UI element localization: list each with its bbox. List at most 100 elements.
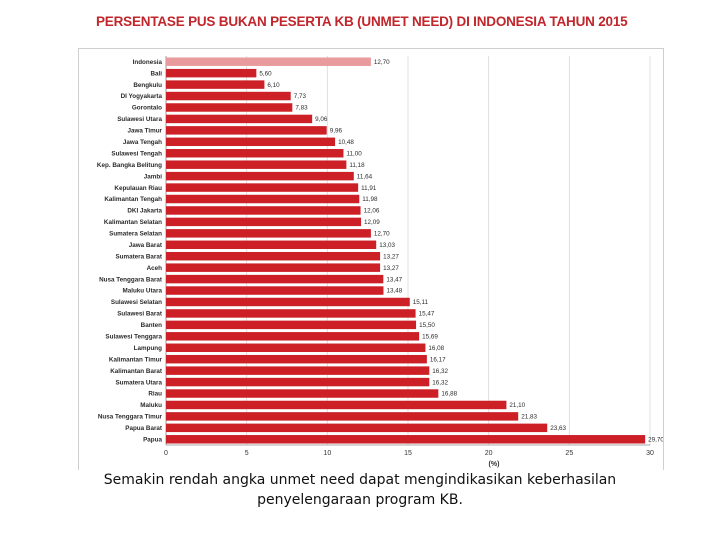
category-label-25: Lampung — [134, 345, 162, 352]
x-tick-label-1: 5 — [245, 450, 249, 457]
bar-30 — [166, 400, 507, 410]
category-label-31: Nusa Tenggara Timur — [98, 414, 163, 421]
category-label-3: DI Yogyakarta — [121, 93, 163, 100]
bar-3 — [166, 91, 291, 101]
bar-31 — [166, 412, 519, 421]
value-label-21: 15,11 — [413, 299, 429, 306]
category-label-0: Indonesia — [133, 59, 163, 66]
bar-11 — [166, 183, 359, 192]
bar-15 — [166, 229, 371, 238]
bar-21 — [166, 297, 410, 307]
value-label-12: 11,98 — [362, 196, 378, 203]
value-label-14: 12,09 — [364, 219, 380, 226]
category-label-9: Kep. Bangka Belitung — [97, 162, 162, 169]
value-label-1: 5,60 — [259, 70, 272, 77]
slide-title: PERSENTASE PUS BUKAN PESERTA KB (UNMET N… — [96, 14, 628, 29]
category-label-11: Kepulauan Riau — [114, 185, 162, 192]
bar-0 — [166, 57, 371, 66]
category-label-7: Jawa Tengah — [123, 139, 162, 146]
category-label-21: Sulawesi Selatan — [111, 299, 162, 306]
bar-16 — [166, 240, 377, 250]
chart-frame: Indonesia 12,70 Bali 5,60 Bengkulu 6,10 DI Yog… — [78, 48, 664, 472]
caption: Semakin rendah angka unmet need dapat me… — [56, 470, 664, 518]
category-label-6: Jawa Timur — [127, 128, 162, 135]
category-label-4: Gorontalo — [132, 105, 162, 112]
value-label-19: 13,47 — [386, 276, 402, 283]
category-label-27: Kalimantan Barat — [110, 368, 163, 375]
caption-line-2: penyelengaraan program KB. — [257, 492, 463, 508]
bar-6 — [166, 126, 327, 135]
category-label-19: Nusa Tenggara Barat — [99, 276, 163, 283]
category-label-23: Banten — [141, 322, 162, 329]
bar-13 — [166, 206, 361, 215]
value-label-2: 6,10 — [267, 82, 280, 89]
value-label-7: 10,48 — [338, 139, 354, 146]
bar-19 — [166, 274, 384, 284]
value-label-9: 11,18 — [349, 162, 365, 169]
value-label-26: 16,17 — [430, 356, 446, 363]
x-tick-label-2: 10 — [323, 450, 331, 457]
category-label-8: Sulawesi Tengah — [111, 150, 162, 157]
category-label-20: Maluku Utara — [122, 288, 162, 295]
category-label-18: Aceh — [147, 265, 163, 272]
x-tick-label-4: 20 — [485, 450, 493, 457]
x-tick-label-6: 30 — [646, 450, 654, 457]
category-label-33: Papua — [143, 436, 162, 443]
value-label-17: 13,27 — [383, 253, 399, 260]
bar-28 — [166, 377, 430, 387]
value-label-5: 9,06 — [315, 116, 328, 123]
category-label-16: Jawa Barat — [129, 242, 163, 249]
category-label-5: Sulawesi Utara — [117, 116, 162, 123]
bar-23 — [166, 320, 417, 330]
bar-17 — [166, 251, 381, 261]
bar-2 — [166, 80, 265, 89]
bar-22 — [166, 309, 416, 318]
x-axis-label: (%) — [489, 461, 500, 468]
value-label-20: 13,48 — [386, 288, 402, 295]
value-label-8: 11,00 — [346, 150, 362, 157]
category-label-30: Maluku — [140, 402, 162, 409]
bar-27 — [166, 366, 430, 375]
category-label-10: Jambi — [144, 173, 162, 180]
bar-32 — [166, 423, 548, 433]
x-tick-label-5: 25 — [565, 450, 573, 457]
category-label-29: Riau — [148, 391, 162, 398]
value-label-25: 16,08 — [428, 345, 444, 352]
bar-7 — [166, 137, 336, 147]
value-label-24: 15,69 — [422, 334, 438, 341]
category-label-2: Bengkulu — [133, 82, 162, 89]
category-label-1: Bali — [150, 70, 162, 77]
bar-4 — [166, 103, 293, 112]
caption-line-1: Semakin rendah angka unmet need dapat me… — [103, 472, 617, 488]
value-label-4: 7,83 — [295, 105, 308, 112]
bar-9 — [166, 160, 347, 169]
value-label-10: 11,64 — [357, 173, 373, 180]
bar-1 — [166, 68, 257, 78]
bar-33 — [166, 435, 646, 444]
value-label-31: 21,83 — [521, 414, 537, 421]
bar-24 — [166, 332, 420, 341]
category-label-22: Sulawesi Barat — [117, 311, 163, 318]
value-label-33: 29,70 — [648, 436, 663, 443]
category-label-17: Sumatera Barat — [115, 253, 162, 260]
x-tick-label-0: 0 — [164, 450, 168, 457]
value-label-28: 16,32 — [432, 379, 448, 386]
bar-8 — [166, 149, 344, 158]
bar-18 — [166, 263, 381, 272]
value-label-29: 16,88 — [441, 391, 457, 398]
value-label-22: 15,47 — [419, 311, 435, 318]
bar-20 — [166, 286, 384, 295]
value-label-0: 12,70 — [374, 59, 390, 66]
bar-29 — [166, 389, 439, 398]
category-label-24: Sulawesi Tenggara — [105, 334, 162, 341]
value-label-23: 15,50 — [419, 322, 435, 329]
value-label-16: 13,03 — [379, 242, 395, 249]
value-label-27: 16,32 — [432, 368, 448, 375]
bar-26 — [166, 354, 427, 364]
x-tick-label-3: 15 — [404, 450, 412, 457]
category-label-14: Kalimantan Selatan — [104, 219, 162, 226]
bar-10 — [166, 171, 354, 181]
value-label-13: 12,06 — [364, 208, 380, 215]
value-label-11: 11,91 — [361, 185, 377, 192]
bar-12 — [166, 194, 360, 204]
